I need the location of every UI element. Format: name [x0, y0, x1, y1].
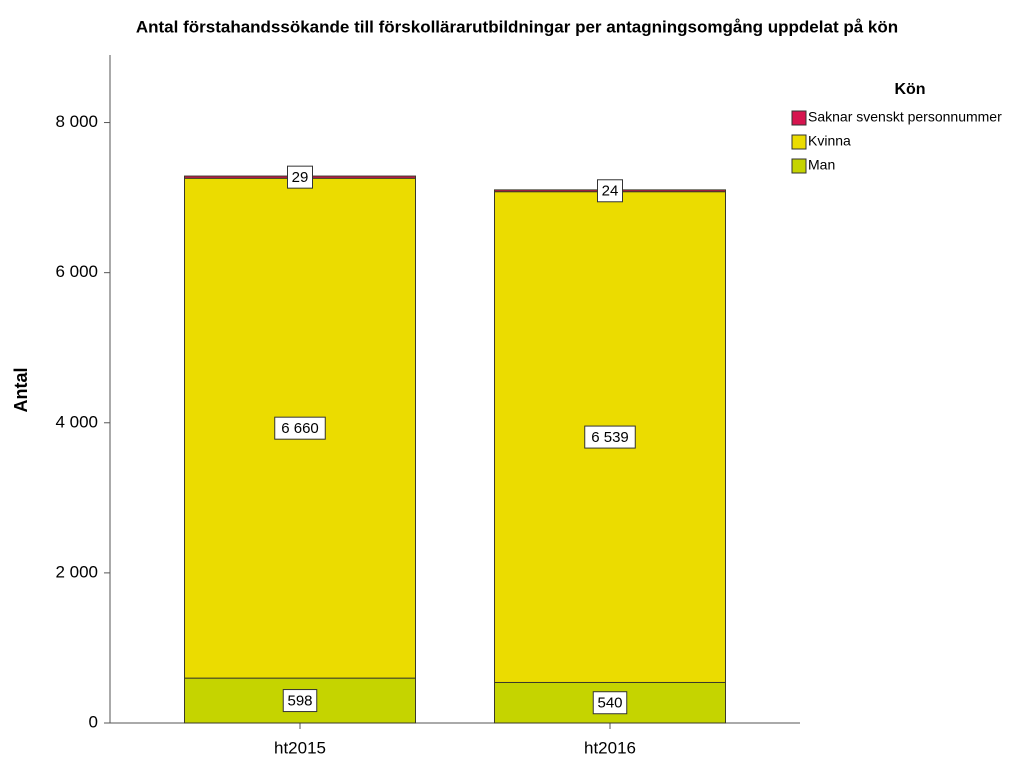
legend-title: Kön: [894, 81, 925, 98]
y-tick-label: 4 000: [55, 412, 98, 431]
legend-label: Man: [808, 157, 835, 173]
value-label: 24: [602, 183, 619, 200]
legend-label: Kvinna: [808, 133, 851, 149]
value-label-box: [584, 425, 636, 449]
value-label: 6 539: [591, 429, 629, 446]
y-tick-label: 0: [89, 712, 98, 731]
x-tick-label: ht2016: [584, 738, 636, 757]
value-label: 540: [597, 695, 622, 712]
legend-swatch: [791, 134, 807, 150]
value-label-box: [287, 165, 313, 189]
value-label-box: [282, 689, 318, 713]
y-axis-label: Antal: [11, 368, 31, 413]
value-label-box: [597, 179, 623, 203]
value-label: 598: [287, 693, 312, 710]
chart-title: Antal förstahandssökande till förskollär…: [136, 17, 898, 36]
y-tick-label: 8 000: [55, 112, 98, 131]
value-label: 29: [292, 169, 309, 186]
value-label-box: [274, 416, 326, 440]
value-label-box: [592, 691, 628, 715]
y-tick-label: 6 000: [55, 262, 98, 281]
y-tick-label: 2 000: [55, 562, 98, 581]
x-tick-label: ht2015: [274, 738, 326, 757]
legend-swatch: [791, 110, 807, 126]
legend-swatch: [791, 158, 807, 174]
value-label: 6 660: [281, 420, 319, 437]
legend-label: Saknar svenskt personnummer: [808, 109, 1002, 125]
